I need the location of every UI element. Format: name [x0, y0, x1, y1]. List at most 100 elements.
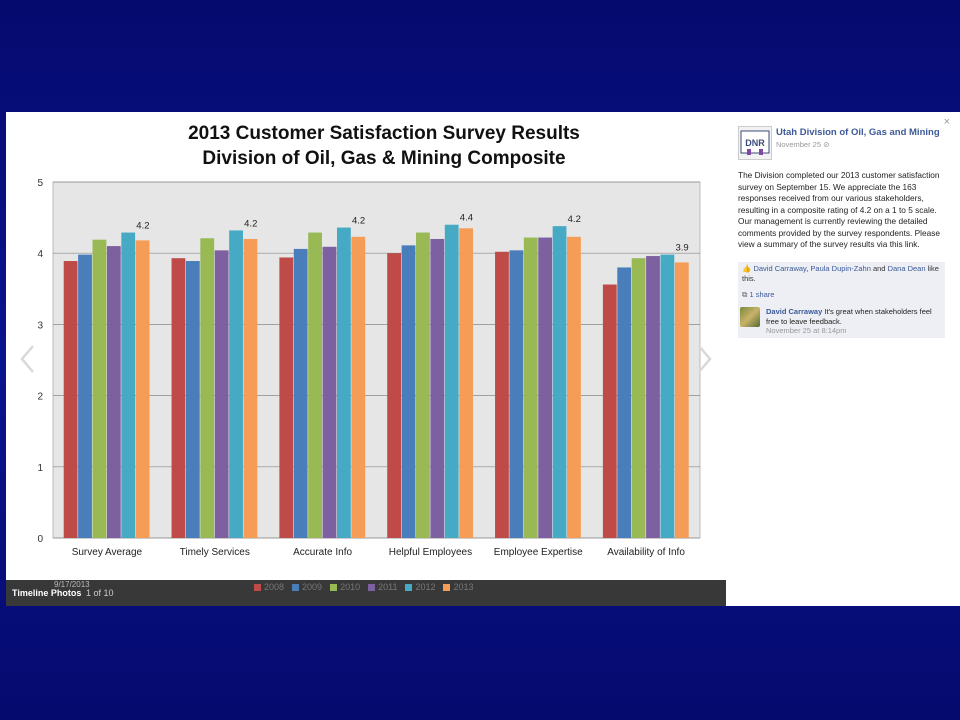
bar-2010 — [416, 232, 430, 538]
comment-text: It's great when stakeholders feel free t… — [766, 307, 932, 326]
bar-2013 — [135, 240, 150, 538]
bar-2013 — [243, 238, 258, 538]
x-tick-label: Accurate Info — [293, 547, 352, 558]
data-label: 3.9 — [675, 243, 688, 254]
bar-2008 — [495, 251, 509, 538]
like-thumb-icon: 👍 — [742, 264, 752, 273]
bar-2011 — [214, 250, 229, 539]
album-link[interactable]: Timeline Photos — [12, 588, 82, 598]
legend-item-2009: 2009 — [292, 582, 322, 592]
y-tick-label: 5 — [37, 178, 43, 189]
post-date: November 25 ⊘ — [776, 140, 829, 149]
bar-2013 — [567, 236, 581, 538]
data-label: 4.2 — [244, 218, 257, 229]
bar-2009 — [185, 261, 200, 538]
page-name-link[interactable]: Utah Division of Oil, Gas and Mining — [776, 127, 940, 138]
x-tick-label: Timely Services — [180, 547, 250, 558]
bar-2010 — [92, 239, 107, 538]
likes-suffix: like this. — [742, 264, 939, 283]
comment-content: David Carraway It's great when stakehold… — [766, 307, 938, 336]
bar-2010 — [631, 258, 646, 538]
liker-link-2[interactable]: Paula Dupin-Zahn — [810, 264, 871, 273]
bar-2012 — [552, 226, 567, 539]
dnr-logo-icon: DNR — [740, 130, 770, 155]
photo-date-stamp: 9/17/2013 — [54, 580, 90, 589]
bar-2008 — [171, 258, 186, 538]
bar-2011 — [538, 237, 553, 538]
liker-link-1[interactable]: David Carraway — [753, 264, 807, 273]
legend-swatch — [368, 583, 376, 591]
legend-item-2010: 2010 — [330, 582, 360, 592]
legend-swatch — [405, 583, 413, 591]
commenter-avatar[interactable] — [740, 307, 760, 327]
comment-timestamp[interactable]: November 25 at 8:14pm — [766, 326, 847, 335]
survey-chart: 2013 Customer Satisfaction Survey Result… — [37, 123, 701, 558]
share-icon: ⧉ — [742, 290, 748, 299]
legend-swatch — [330, 583, 338, 591]
next-photo-arrow-icon[interactable] — [694, 344, 714, 374]
data-label: 4.2 — [136, 221, 149, 232]
bar-2008 — [279, 257, 294, 538]
bar-2011 — [646, 256, 660, 538]
post-body: The Division completed our 2013 customer… — [738, 170, 940, 249]
bar-2012 — [660, 254, 675, 538]
legend-swatch — [292, 583, 300, 591]
chart-subtitle: Division of Oil, Gas & Mining Composite — [202, 148, 565, 169]
data-label: 4.4 — [460, 213, 473, 224]
y-tick-label: 2 — [37, 392, 43, 403]
bar-2009 — [509, 250, 524, 539]
legend-item-2012: 2012 — [405, 582, 435, 592]
globe-icon: ⊘ — [823, 140, 830, 149]
liker-link-3[interactable]: Dana Dean — [887, 264, 926, 273]
bar-2012 — [121, 232, 136, 538]
shares-count: 1 share — [749, 290, 775, 299]
bar-2009 — [78, 254, 92, 538]
x-tick-label: Helpful Employees — [389, 547, 472, 558]
close-icon[interactable]: × — [943, 116, 950, 128]
legend-item-2011: 2011 — [368, 582, 397, 592]
data-label: 4.2 — [568, 214, 581, 225]
y-tick-label: 4 — [37, 249, 43, 260]
shares-row[interactable]: ⧉ 1 share — [738, 288, 945, 304]
plot-area — [52, 181, 701, 539]
legend-label: 2013 — [453, 582, 474, 592]
legend-item-2008: 2008 — [254, 582, 284, 592]
bar-2013 — [351, 236, 366, 538]
post-date-text: November 25 — [776, 140, 822, 149]
page-avatar[interactable]: DNR — [738, 126, 772, 160]
bar-2008 — [602, 284, 617, 538]
bar-2010 — [308, 232, 322, 538]
x-tick-label: Employee Expertise — [494, 547, 583, 558]
photo-stage: 2013 Customer Satisfaction Survey Result… — [6, 112, 726, 606]
bar-2011 — [106, 246, 121, 538]
legend-item-2013: 2013 — [443, 582, 474, 592]
legend-swatch — [254, 583, 261, 591]
bar-2009 — [293, 248, 308, 539]
bar-2012 — [336, 227, 351, 538]
photo-viewer: 2013 Customer Satisfaction Survey Result… — [6, 112, 960, 606]
likes-row: 👍 David Carraway, Paula Dupin-Zahn and D… — [738, 262, 945, 288]
bar-2013 — [459, 228, 474, 538]
y-tick-label: 0 — [37, 534, 43, 545]
bar-2012 — [229, 230, 243, 538]
bar-2011 — [322, 246, 337, 539]
svg-text:DNR: DNR — [745, 138, 765, 148]
bar-2009 — [401, 245, 416, 539]
bar-2008 — [63, 261, 78, 538]
data-label: 4.2 — [352, 216, 365, 227]
bar-2010 — [523, 237, 538, 538]
legend-swatch — [443, 583, 451, 591]
legend-label: 2012 — [415, 582, 436, 592]
comment-row: David Carraway It's great when stakehold… — [738, 304, 945, 338]
photo-counter: 1 of 10 — [86, 588, 114, 598]
likes-and-text: and — [872, 264, 886, 273]
legend-label: 2008 — [264, 582, 285, 592]
bar-2012 — [444, 224, 459, 538]
previous-photo-arrow-icon[interactable] — [18, 344, 38, 374]
comment-author-link[interactable]: David Carraway — [766, 307, 823, 316]
photo-footer-bar: 9/17/2013 2008 2009 2010 2011 2012 2013 Timel… — [6, 580, 726, 606]
chart-title: 2013 Customer Satisfaction Survey Result… — [188, 123, 580, 144]
bar-2013 — [674, 262, 689, 538]
post-side-panel: × DNR Utah Division of Oil, Gas and Mini… — [726, 112, 960, 606]
bar-2011 — [430, 238, 445, 538]
